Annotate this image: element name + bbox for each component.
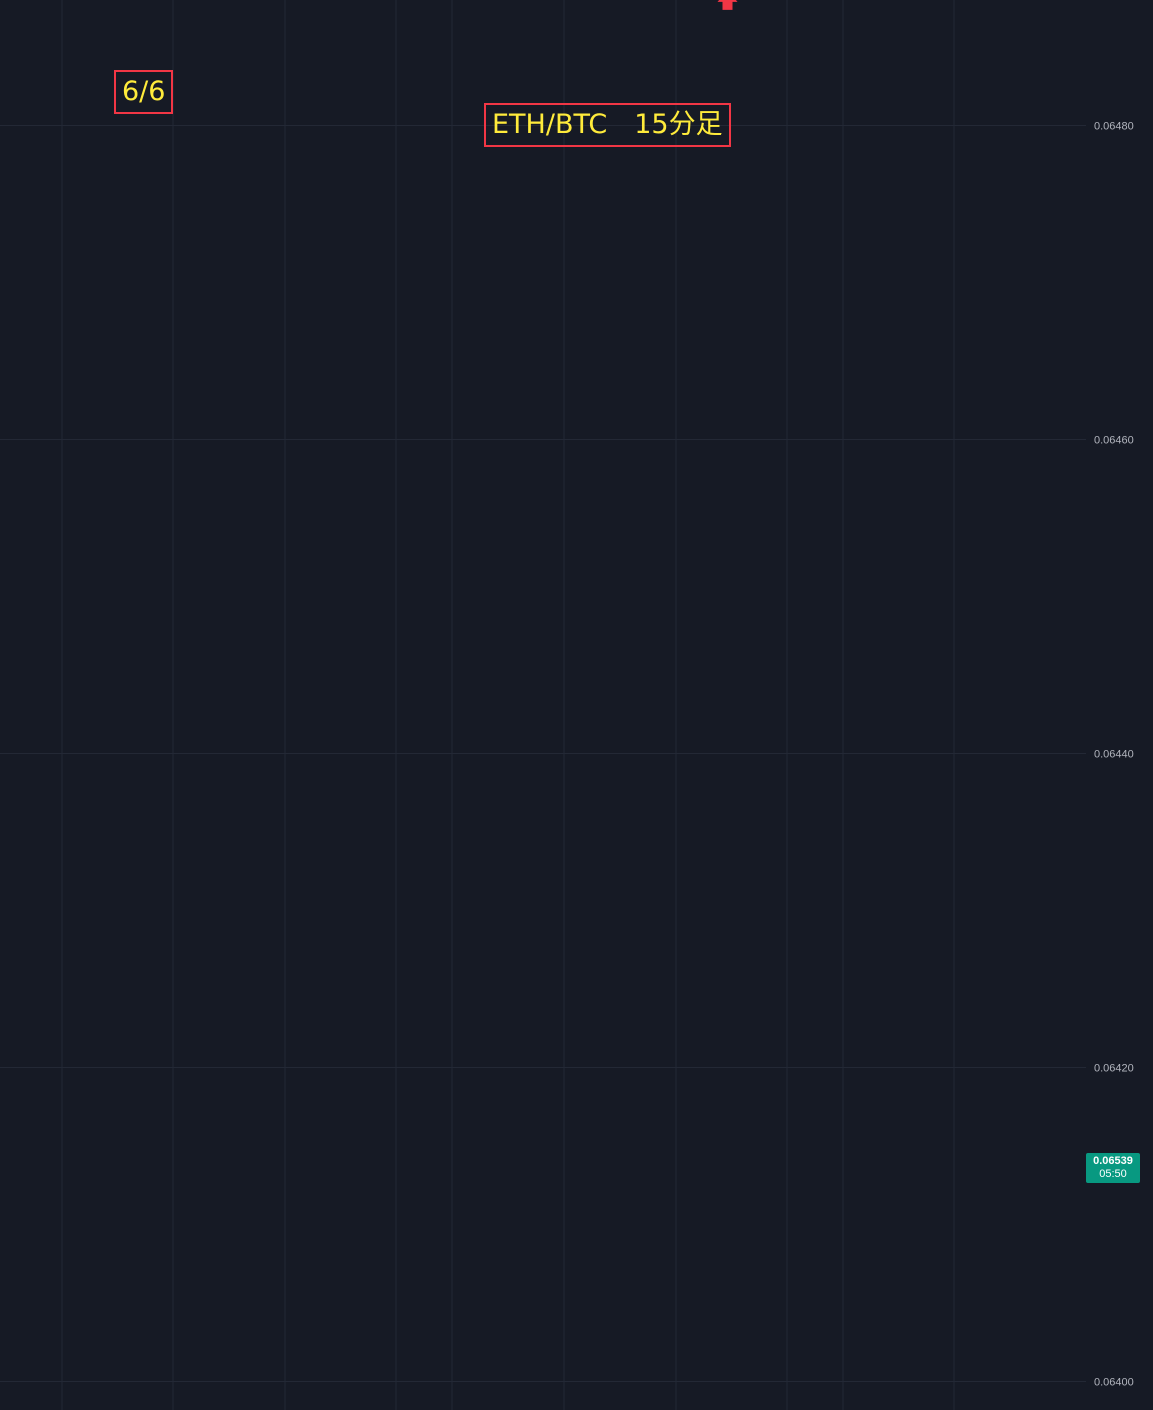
date-annotation-text: 6/6	[122, 76, 166, 107]
grid-lines	[0, 0, 1086, 1410]
price-tick-label: 0.06480	[1094, 121, 1134, 133]
current-price-badge: 0.06539 05:50	[1086, 1153, 1140, 1183]
price-tick-label: 0.06460	[1094, 435, 1134, 447]
arrow-markers[interactable]	[118, 0, 738, 10]
price-tick-label: 0.06420	[1094, 1063, 1134, 1075]
arrow-up-icon[interactable]	[717, 0, 738, 10]
current-price-value: 0.06539	[1093, 1155, 1133, 1167]
price-axis[interactable]: 0.072600.072400.072200.072000.071800.071…	[1086, 0, 1153, 1410]
title-annotation-text: ETH/BTC 15分足	[492, 109, 723, 140]
bar-countdown: 05:50	[1099, 1168, 1127, 1180]
price-tick-label: 0.06440	[1094, 749, 1134, 761]
date-annotation[interactable]: 6/6	[114, 70, 174, 114]
price-tick-label: 0.06400	[1094, 1377, 1134, 1389]
price-axis-background	[1086, 0, 1153, 1410]
title-annotation[interactable]: ETH/BTC 15分足	[484, 103, 731, 147]
